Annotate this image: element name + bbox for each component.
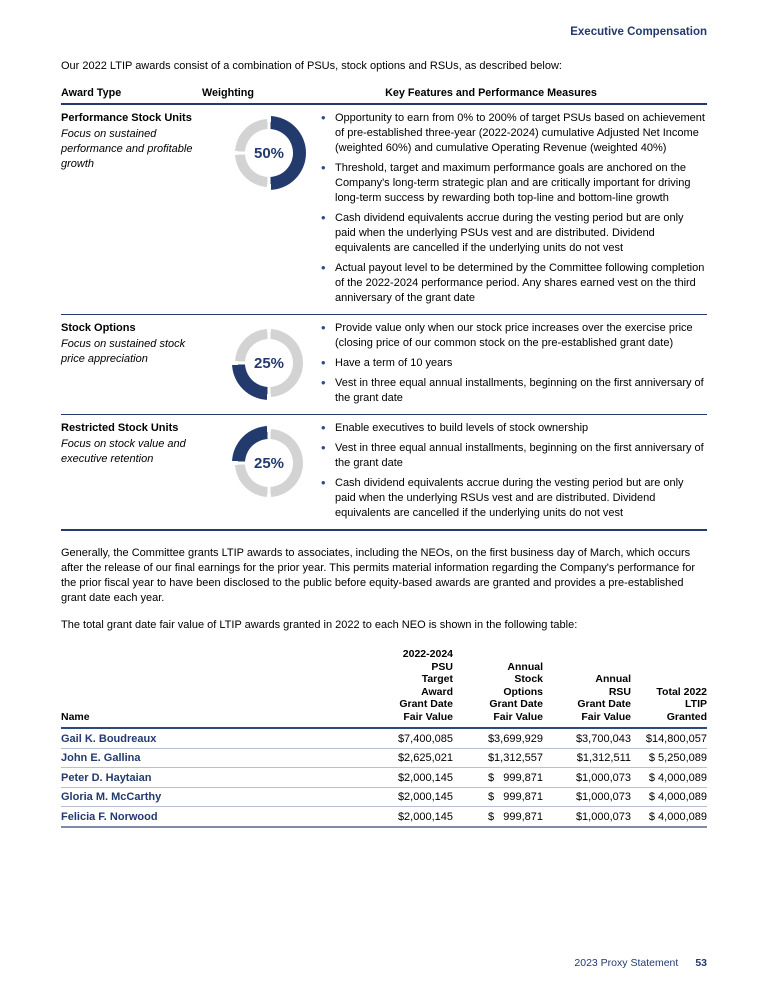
psu-value: $2,000,145 bbox=[353, 806, 453, 828]
total-value: $ 4,000,089 bbox=[631, 806, 707, 828]
total-value: $ 4,000,089 bbox=[631, 767, 707, 788]
weighting-cell: 50% bbox=[221, 111, 317, 306]
weighting-donut-chart: 50% bbox=[232, 116, 306, 190]
grant-fair-value-table: Name 2022-2024 PSU Target Award Grant Da… bbox=[61, 648, 707, 828]
options-value: $ 999,871 bbox=[453, 806, 543, 828]
award-title: Stock Options bbox=[61, 322, 136, 334]
bullet-item: Vest in three equal annual installments,… bbox=[319, 375, 707, 406]
psu-value: $2,000,145 bbox=[353, 767, 453, 788]
psu-value: $2,625,021 bbox=[353, 748, 453, 768]
section-header: Executive Compensation bbox=[570, 26, 707, 38]
weighting-cell: 25% bbox=[221, 421, 317, 521]
footer-label: 2023 Proxy Statement bbox=[574, 957, 679, 969]
award-type-cell: Stock Options Focus on sustained stock p… bbox=[61, 321, 221, 406]
rsu-value: $1,312,511 bbox=[543, 748, 631, 768]
rsu-column-header: Annual RSU Grant Date Fair Value bbox=[543, 648, 631, 729]
award-type-cell: Restricted Stock Units Focus on stock va… bbox=[61, 421, 221, 521]
bullet-item: Enable executives to build levels of sto… bbox=[319, 420, 707, 436]
award-subtitle: Focus on stock value and executive reten… bbox=[61, 438, 186, 465]
fair-value-header-row: Name 2022-2024 PSU Target Award Grant Da… bbox=[61, 648, 707, 729]
award-title: Restricted Stock Units bbox=[61, 422, 179, 434]
bullet-list: Provide value only when our stock price … bbox=[317, 320, 707, 406]
options-value: $ 999,871 bbox=[453, 787, 543, 807]
donut-center: 25% bbox=[245, 439, 293, 487]
weighting-donut-chart: 25% bbox=[232, 326, 306, 400]
award-subtitle: Focus on sustained performance and profi… bbox=[61, 128, 193, 170]
bullet-item: Opportunity to earn from 0% to 200% of t… bbox=[319, 110, 707, 156]
rsu-value: $1,000,073 bbox=[543, 806, 631, 828]
options-value: $3,699,929 bbox=[453, 728, 543, 749]
bullet-item: Have a term of 10 years bbox=[319, 355, 707, 371]
bullet-item: Cash dividend equivalents accrue during … bbox=[319, 210, 707, 256]
page-footer: 2023 Proxy Statement 53 bbox=[574, 957, 707, 969]
total-column-header: Total 2022 LTIP Granted bbox=[631, 648, 707, 729]
weighting-donut-chart: 25% bbox=[232, 426, 306, 500]
psu-value: $7,400,085 bbox=[353, 728, 453, 749]
weighting-cell: 25% bbox=[221, 321, 317, 406]
options-column-header: Annual Stock Options Grant Date Fair Val… bbox=[453, 648, 543, 729]
intro-paragraph: Our 2022 LTIP awards consist of a combin… bbox=[61, 60, 562, 72]
neo-name: Gloria M. McCarthy bbox=[61, 787, 353, 807]
bullet-item: Actual payout level to be determined by … bbox=[319, 260, 707, 306]
award-subtitle: Focus on sustained stock price appreciat… bbox=[61, 338, 186, 365]
table-row: John E. Gallina $2,625,021 $1,312,557 $1… bbox=[61, 748, 707, 768]
name-column-header: Name bbox=[61, 648, 353, 729]
psu-value: $2,000,145 bbox=[353, 787, 453, 807]
key-features-cell: Enable executives to build levels of sto… bbox=[317, 420, 707, 521]
table-row: Felicia F. Norwood $2,000,145 $ 999,871 … bbox=[61, 806, 707, 828]
bullet-item: Vest in three equal annual installments,… bbox=[319, 440, 707, 471]
bullet-item: Cash dividend equivalents accrue during … bbox=[319, 475, 707, 521]
weighting-percent-label: 25% bbox=[253, 454, 285, 472]
psu-column-header: 2022-2024 PSU Target Award Grant Date Fa… bbox=[353, 648, 453, 729]
award-type-cell: Performance Stock Units Focus on sustain… bbox=[61, 111, 221, 306]
total-value: $ 5,250,089 bbox=[631, 748, 707, 768]
bullet-list: Opportunity to earn from 0% to 200% of t… bbox=[317, 110, 707, 306]
rsu-value: $1,000,073 bbox=[543, 767, 631, 788]
total-value: $ 4,000,089 bbox=[631, 787, 707, 807]
bullet-list: Enable executives to build levels of sto… bbox=[317, 420, 707, 521]
table-row: Gail K. Boudreaux $7,400,085 $3,699,929 … bbox=[61, 728, 707, 749]
weighting-header: Weighting bbox=[202, 87, 254, 99]
key-features-cell: Opportunity to earn from 0% to 200% of t… bbox=[317, 110, 707, 306]
table-lead-in-paragraph: The total grant date fair value of LTIP … bbox=[61, 619, 578, 631]
donut-center: 50% bbox=[245, 129, 293, 177]
table-row-restricted-stock-units: Restricted Stock Units Focus on stock va… bbox=[61, 415, 707, 531]
weighting-percent-label: 50% bbox=[253, 144, 285, 162]
neo-name: Peter D. Haytaian bbox=[61, 767, 353, 788]
award-type-header: Award Type bbox=[61, 87, 122, 99]
table-row-stock-options: Stock Options Focus on sustained stock p… bbox=[61, 315, 707, 415]
table-row: Gloria M. McCarthy $2,000,145 $ 999,871 … bbox=[61, 787, 707, 807]
neo-name: Felicia F. Norwood bbox=[61, 806, 353, 828]
page-number: 53 bbox=[695, 957, 707, 969]
options-value: $ 999,871 bbox=[453, 767, 543, 788]
grant-timing-paragraph: Generally, the Committee grants LTIP awa… bbox=[61, 547, 696, 604]
table-row-performance-stock-units: Performance Stock Units Focus on sustain… bbox=[61, 105, 707, 315]
donut-center: 25% bbox=[245, 339, 293, 387]
rsu-value: $1,000,073 bbox=[543, 787, 631, 807]
table-row: Peter D. Haytaian $2,000,145 $ 999,871 $… bbox=[61, 767, 707, 788]
rsu-value: $3,700,043 bbox=[543, 728, 631, 749]
bullet-item: Provide value only when our stock price … bbox=[319, 320, 707, 351]
total-value: $14,800,057 bbox=[631, 728, 707, 749]
weighting-percent-label: 25% bbox=[253, 354, 285, 372]
awards-table-header-row: Award Type Weighting Key Features and Pe… bbox=[61, 87, 707, 105]
award-title: Performance Stock Units bbox=[61, 112, 192, 124]
ltip-awards-table: Award Type Weighting Key Features and Pe… bbox=[61, 87, 707, 531]
options-value: $1,312,557 bbox=[453, 748, 543, 768]
neo-name: Gail K. Boudreaux bbox=[61, 728, 353, 749]
neo-name: John E. Gallina bbox=[61, 748, 353, 768]
key-features-header: Key Features and Performance Measures bbox=[385, 87, 597, 99]
key-features-cell: Provide value only when our stock price … bbox=[317, 320, 707, 406]
page-content: Executive Compensation Our 2022 LTIP awa… bbox=[61, 0, 707, 828]
bullet-item: Threshold, target and maximum performanc… bbox=[319, 160, 707, 206]
